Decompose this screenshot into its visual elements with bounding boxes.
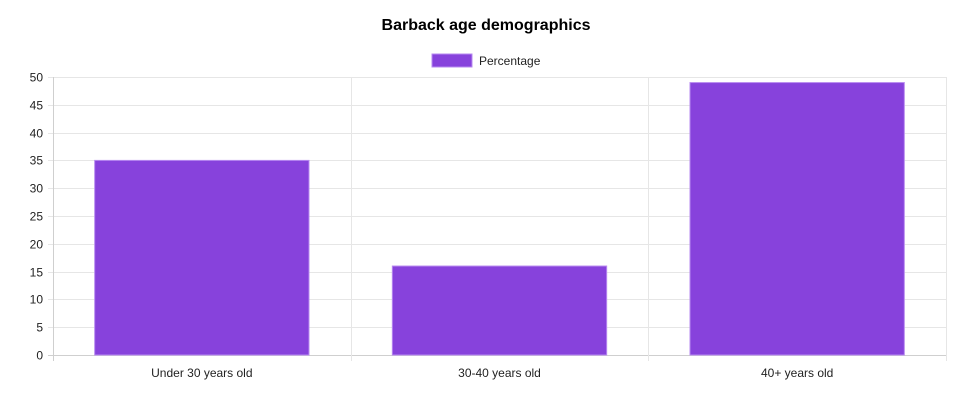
y-axis-ticks: 0 5 10 15 20 25 30 35 40 45 50 — [30, 71, 44, 363]
x-tick-label: 40+ years old — [761, 366, 833, 380]
y-tick-label: 20 — [30, 238, 44, 252]
legend[interactable]: Percentage — [431, 53, 541, 68]
x-axis-labels: Under 30 years old 30-40 years old 40+ yea… — [151, 366, 833, 380]
x-tick-label: Under 30 years old — [151, 366, 252, 380]
y-tick-label: 45 — [30, 99, 44, 113]
y-tick-label: 0 — [36, 349, 43, 363]
chart-title: Barback age demographics — [382, 17, 591, 34]
y-tick-label: 35 — [30, 154, 44, 168]
x-tick-label: 30-40 years old — [458, 366, 541, 380]
legend-label: Percentage — [479, 54, 541, 68]
bars — [94, 82, 905, 356]
y-tick-label: 50 — [30, 71, 44, 85]
y-tick-label: 15 — [30, 266, 44, 280]
bar[interactable] — [94, 159, 310, 356]
legend-swatch — [431, 53, 473, 68]
y-tick-label: 10 — [30, 293, 44, 307]
y-tick-label: 25 — [30, 210, 44, 224]
y-tick-label: 40 — [30, 127, 44, 141]
bar[interactable] — [391, 265, 608, 356]
bar[interactable] — [689, 82, 905, 356]
y-tick-label: 30 — [30, 182, 44, 196]
y-tick-label: 5 — [36, 321, 43, 335]
